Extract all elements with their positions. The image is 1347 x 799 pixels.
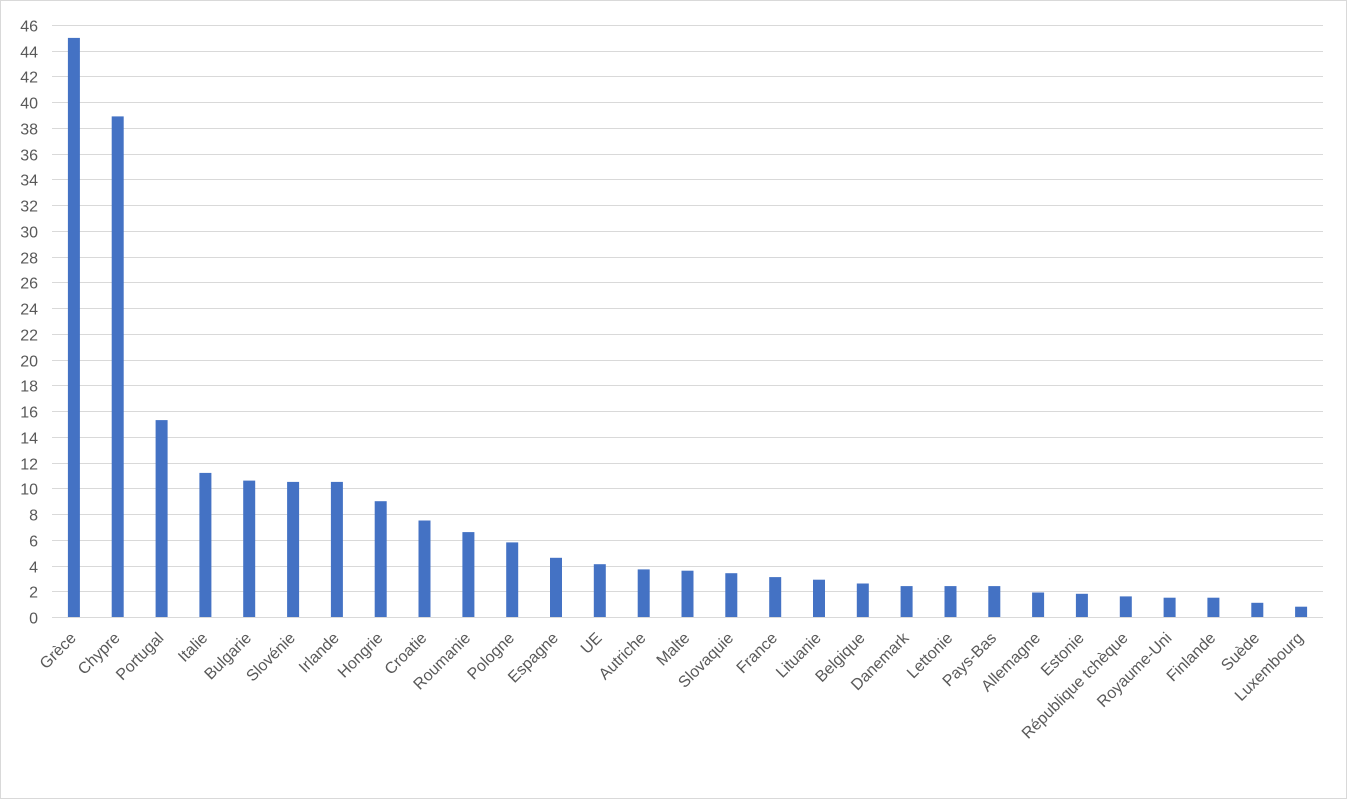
x-tick-label: Italie [175, 630, 211, 666]
y-tick-label: 46 [20, 19, 38, 36]
x-tick-label: Malte [654, 630, 694, 670]
gridlines [52, 25, 1323, 618]
y-tick-label: 0 [29, 611, 38, 628]
y-tick-label: 22 [20, 328, 38, 345]
y-tick-label: 30 [20, 225, 38, 242]
y-tick-label: 20 [20, 354, 38, 371]
x-tick-label: Autriche [596, 630, 650, 684]
bar [637, 569, 650, 617]
bar [813, 579, 825, 617]
bar [506, 542, 519, 617]
bar [593, 564, 606, 617]
bar [462, 532, 475, 617]
bar [988, 586, 1001, 617]
y-tick-label: 8 [29, 508, 38, 525]
bar [1075, 593, 1088, 617]
bar [1207, 597, 1220, 617]
x-tick-label: Finlande [1164, 630, 1219, 685]
y-tick-label: 34 [20, 173, 38, 190]
bar [1032, 592, 1045, 617]
y-tick-label: 14 [20, 431, 38, 448]
bar [1163, 597, 1176, 617]
bar [243, 480, 256, 617]
bar [1295, 606, 1308, 617]
x-tick-label: Hongrie [335, 630, 387, 682]
bar [550, 557, 562, 617]
bar [725, 573, 738, 617]
y-tick-label: 36 [20, 148, 38, 165]
x-tick-label: UE [578, 630, 606, 658]
y-axis-ticks: 0246810121416182022242628303234363840424… [20, 19, 38, 628]
y-tick-label: 26 [20, 276, 38, 293]
y-tick-label: 44 [20, 45, 38, 62]
x-tick-label: Slovénie [243, 630, 298, 685]
bar [374, 501, 387, 617]
bars [67, 37, 1308, 618]
bar [111, 116, 124, 618]
bar [856, 583, 869, 617]
bar [418, 520, 431, 617]
y-tick-label: 2 [29, 585, 38, 602]
y-tick-label: 28 [20, 251, 38, 268]
y-tick-label: 12 [20, 457, 38, 474]
bar [900, 586, 913, 617]
bar [67, 37, 80, 617]
bar [155, 420, 168, 617]
y-tick-label: 6 [29, 534, 38, 551]
bar [330, 481, 343, 617]
bar [1251, 602, 1264, 617]
y-tick-label: 42 [20, 70, 38, 87]
y-tick-label: 32 [20, 199, 38, 216]
y-tick-label: 40 [20, 96, 38, 113]
bar [199, 472, 212, 617]
bar [944, 586, 957, 617]
y-tick-label: 4 [29, 560, 38, 577]
y-tick-label: 38 [20, 122, 38, 139]
x-tick-label: Grèce [37, 630, 80, 673]
bar [769, 577, 782, 617]
y-tick-label: 10 [20, 482, 38, 499]
y-tick-label: 18 [20, 379, 38, 396]
x-tick-label: Portugal [113, 630, 167, 684]
bar [1119, 596, 1132, 617]
y-tick-label: 16 [20, 405, 38, 422]
bar [287, 481, 300, 617]
bar [681, 570, 694, 617]
y-tick-label: 24 [20, 302, 38, 319]
